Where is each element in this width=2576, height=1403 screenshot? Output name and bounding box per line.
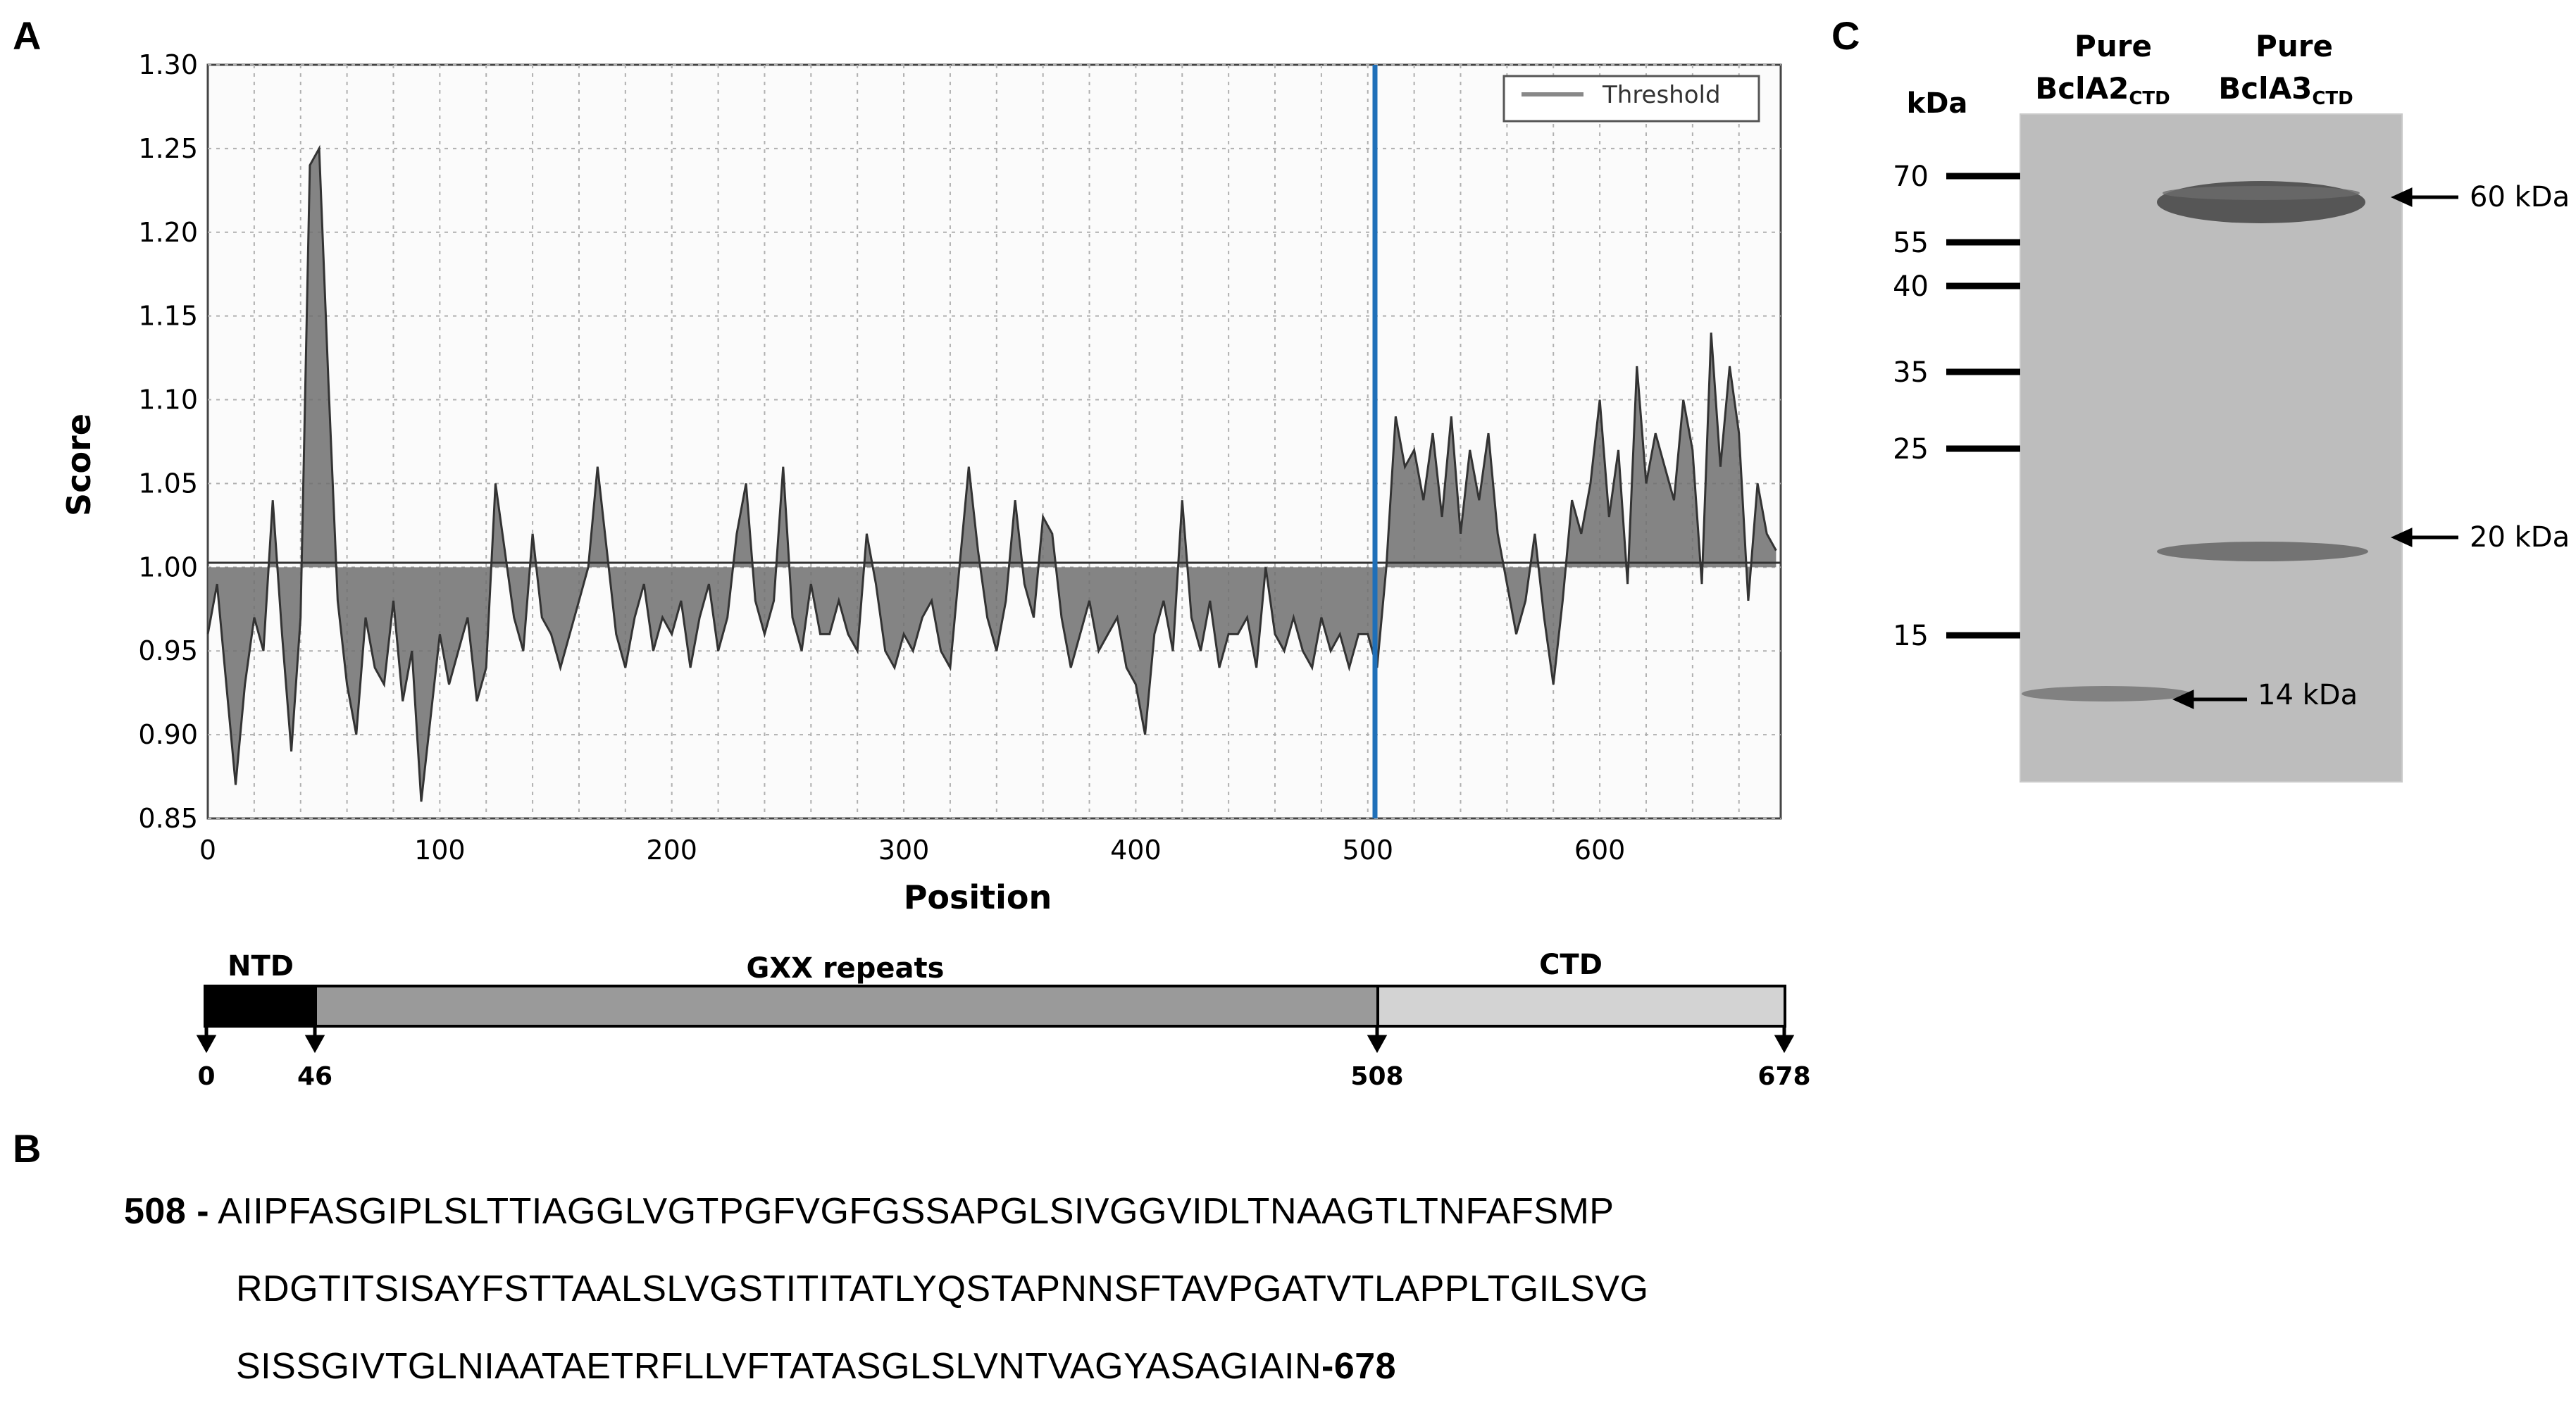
lane1-subscript: CTD (2129, 88, 2170, 109)
x-tick-labels: 0 100 200 300 400 500 600 (199, 835, 1625, 866)
y-tick-label: 1.25 (138, 133, 198, 164)
y-axis-title: Score (60, 413, 98, 516)
x-tick-label: 200 (646, 835, 697, 866)
x-tick-label: 500 (1342, 835, 1393, 866)
band-20kda (2157, 542, 2368, 561)
ctd-segment (1376, 985, 1786, 1028)
score-line (206, 144, 1777, 802)
lane2-protein: BclA3 (2218, 71, 2312, 106)
y-tick-label: 1.20 (138, 217, 198, 248)
plot-frame (206, 63, 1782, 820)
grid-lines (208, 64, 1781, 819)
x-tick-label: 100 (414, 835, 466, 866)
ladder-label: 55 (1893, 227, 1929, 259)
lane1-protein: BclA2 (2035, 71, 2129, 106)
arrowhead-60 (2390, 187, 2413, 207)
arrowhead-20 (2390, 528, 2413, 547)
y-tick-label: 1.10 (138, 385, 198, 416)
band-arrows (2172, 187, 2458, 709)
arrowhead-46 (304, 1035, 325, 1054)
sequence-line-3: SISSGIVTGLNIAATAETRFLLVFTATASGLSLVNTVAGY… (236, 1345, 1396, 1388)
position-arrows (196, 1026, 1795, 1054)
band-60kda-top (2163, 186, 2360, 200)
y-tick-label: 1.05 (138, 468, 198, 499)
y-tick-labels: 0.85 0.90 0.95 1.00 1.05 1.10 1.15 1.20 1.25 1.30 (138, 49, 198, 834)
y-tick-label: 1.30 (138, 49, 198, 80)
band-14kda (2022, 686, 2191, 702)
x-axis-title: Position (904, 878, 1052, 916)
sequence-start: 508 - (124, 1191, 210, 1232)
legend: Threshold (1502, 75, 1760, 123)
kda-axis-label: kDa (1907, 87, 1968, 120)
score-area (206, 144, 1777, 802)
lane1-header-top: Pure (2074, 29, 2152, 63)
panel-c-label: C (1831, 13, 1860, 58)
y-tick-label: 0.90 (138, 719, 198, 750)
panel-b-label: B (13, 1126, 41, 1171)
sequence-text-2: RDGTITSISAYFSTTAALSLVGSTITITATLYQSTAPNNS… (236, 1268, 1649, 1309)
lane2-header-top: Pure (2255, 29, 2333, 63)
pos-678: 678 (1757, 1062, 1810, 1091)
legend-label: Threshold (1602, 81, 1721, 109)
band-label-20: 20 kDa (2470, 521, 2570, 554)
pos-46: 46 (297, 1062, 332, 1091)
arrowhead-14 (2172, 690, 2194, 709)
pos-0: 0 (197, 1062, 215, 1091)
sequence-text-1: AIIPFASGIPLSLTTIAGGLVGTPGFVGFGSSAPGLSIVG… (218, 1191, 1614, 1232)
sequence-line-2: RDGTITSISAYFSTTAALSLVGSTITITATLYQSTAPNNS… (236, 1268, 1648, 1310)
score-chart: 0.85 0.90 0.95 1.00 1.05 1.10 1.15 1.20 1.25 1.30… (60, 49, 1782, 916)
x-tick-label: 600 (1574, 835, 1626, 866)
sequence-text-3: SISSGIVTGLNIAATAETRFLLVFTATASGLSLVNTVAGY… (236, 1346, 1322, 1387)
x-tick-label: 0 (199, 835, 216, 866)
ladder-label: 15 (1893, 620, 1929, 652)
x-tick-label: 400 (1110, 835, 1162, 866)
ladder-label: 25 (1893, 433, 1929, 466)
gxx-segment (314, 985, 1379, 1028)
sequence-end: -678 (1321, 1346, 1397, 1387)
ladder-label: 40 (1893, 270, 1929, 303)
gxx-label: GXX repeats (747, 952, 945, 985)
arrowhead-0 (196, 1035, 217, 1054)
ctd-label: CTD (1539, 949, 1603, 981)
ladder-label: 70 (1893, 161, 1929, 193)
pos-508: 508 (1350, 1062, 1403, 1091)
y-tick-label: 0.95 (138, 635, 198, 666)
lane2-header-name: BclA3CTD (2218, 71, 2353, 109)
ladder-label: 35 (1893, 356, 1929, 389)
sequence-line-1: 508 - AIIPFASGIPLSLTTIAGGLVGTPGFVGFGSSAP… (124, 1190, 1614, 1233)
lane1-header-name: BclA2CTD (2035, 71, 2170, 109)
gel-image (2020, 114, 2402, 782)
y-tick-label: 1.00 (138, 551, 198, 582)
band-label-14: 14 kDa (2258, 679, 2358, 711)
ntd-label: NTD (228, 950, 294, 983)
arrowhead-508 (1367, 1035, 1388, 1054)
ladder: 70 55 40 35 25 15 (1893, 161, 2020, 652)
ntd-segment (204, 985, 317, 1028)
panel-a-label: A (13, 13, 41, 58)
y-tick-label: 0.85 (138, 803, 198, 834)
arrowhead-678 (1774, 1035, 1795, 1054)
band-label-60: 60 kDa (2470, 181, 2570, 213)
domain-map: NTD GXX repeats CTD 0 46 508 678 (196, 949, 1811, 1091)
x-tick-label: 300 (878, 835, 930, 866)
legend-box (1502, 75, 1760, 123)
y-tick-label: 1.15 (138, 301, 198, 332)
lane2-subscript: CTD (2312, 88, 2353, 109)
